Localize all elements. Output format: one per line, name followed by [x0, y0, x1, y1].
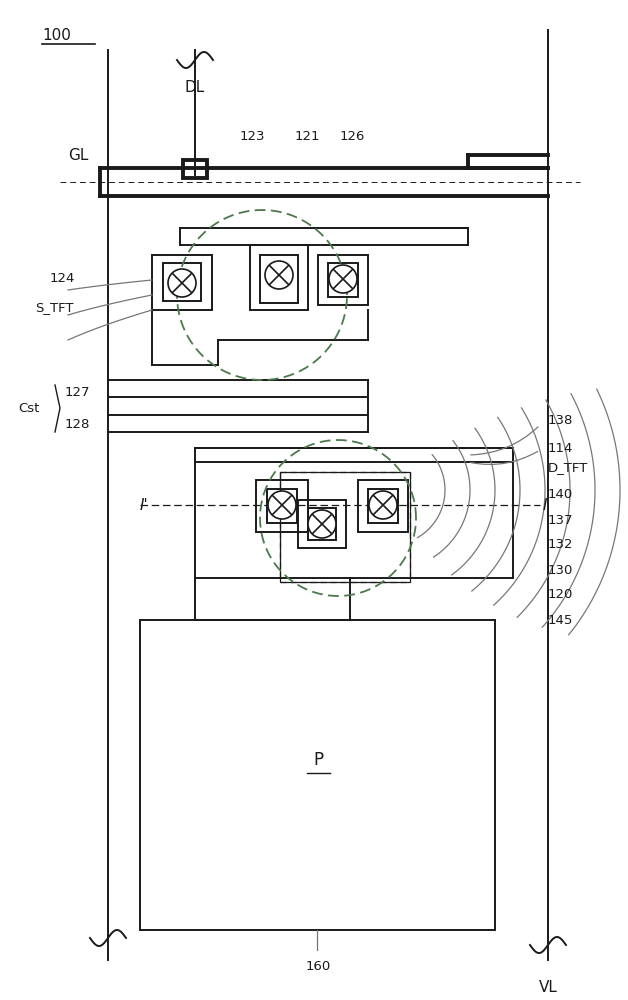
Text: 126: 126 [340, 130, 365, 143]
Text: 132: 132 [548, 538, 573, 552]
Text: 128: 128 [65, 418, 90, 432]
Bar [328, 263, 358, 297]
Bar [140, 620, 495, 930]
Text: VL: VL [539, 980, 558, 995]
Text: 160: 160 [305, 960, 330, 973]
Text: 100: 100 [42, 28, 71, 43]
Circle shape [308, 510, 336, 538]
Bar [183, 160, 207, 178]
Text: 121: 121 [295, 130, 320, 143]
Text: 138: 138 [548, 414, 573, 426]
Text: I: I [543, 497, 548, 512]
Text: 124: 124 [50, 271, 75, 284]
Circle shape [329, 265, 357, 293]
Text: 127: 127 [65, 385, 90, 398]
Bar [318, 255, 368, 305]
Circle shape [168, 269, 196, 297]
Text: D_TFT: D_TFT [548, 462, 588, 475]
Text: 145: 145 [548, 613, 573, 626]
Text: I': I' [140, 497, 149, 512]
Text: 120: 120 [548, 588, 573, 601]
Text: GL: GL [68, 148, 88, 163]
Text: P: P [313, 751, 323, 769]
Text: Cst: Cst [18, 401, 40, 414]
Text: 123: 123 [240, 130, 266, 143]
Bar [195, 448, 513, 578]
Bar [250, 245, 308, 310]
Bar [163, 263, 201, 301]
Bar [267, 489, 297, 523]
Text: 130: 130 [548, 564, 573, 576]
Bar [260, 255, 298, 303]
Text: S_TFT: S_TFT [35, 302, 73, 314]
Bar [256, 480, 308, 532]
Text: 114: 114 [548, 442, 573, 454]
Circle shape [268, 491, 296, 519]
Circle shape [369, 491, 397, 519]
Text: 140: 140 [548, 488, 573, 502]
Bar [298, 500, 346, 548]
Bar [280, 472, 410, 582]
Bar [308, 508, 336, 540]
Circle shape [265, 261, 293, 289]
Text: DL: DL [185, 80, 205, 95]
Bar [358, 480, 408, 532]
Bar [368, 489, 398, 523]
Text: 137: 137 [548, 514, 573, 526]
Bar [152, 255, 212, 310]
